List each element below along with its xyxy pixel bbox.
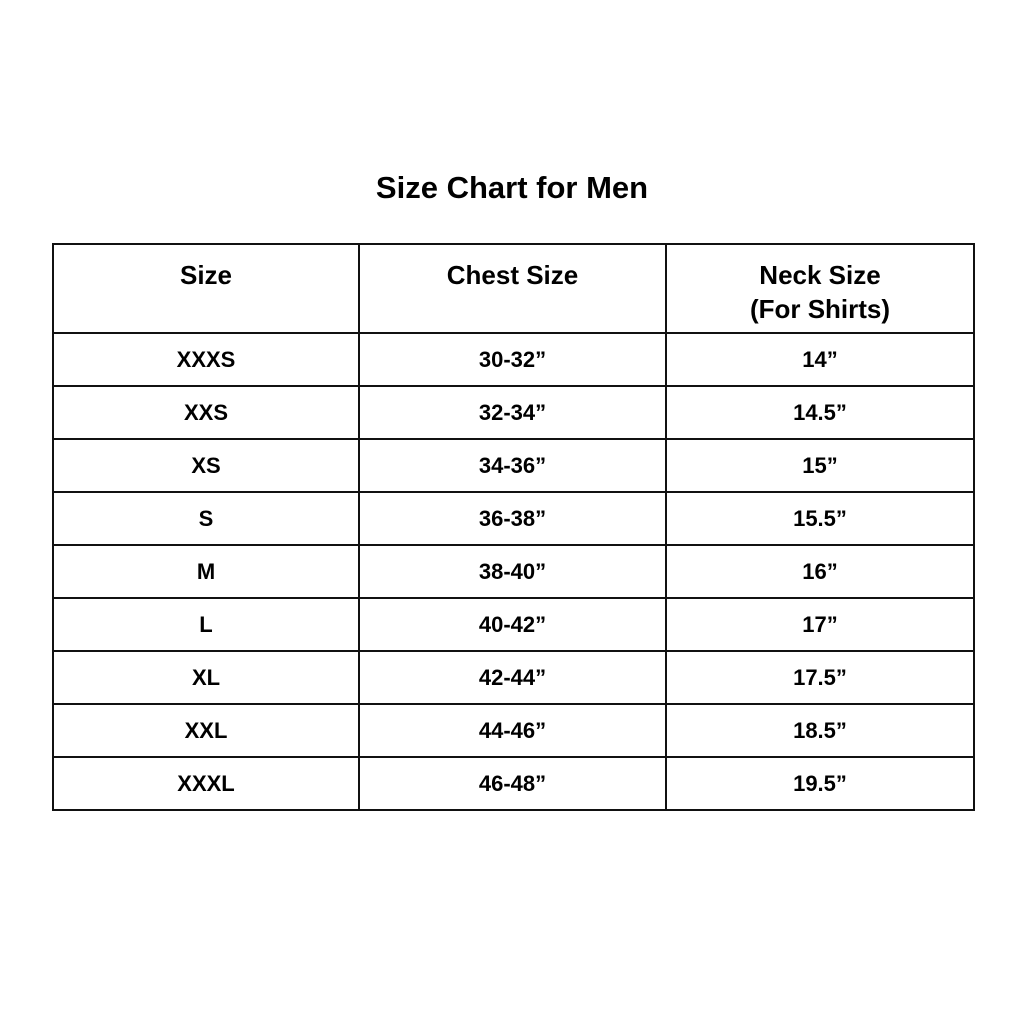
size-cell: S (52, 491, 360, 546)
neck-size-cell: 18.5” (665, 703, 975, 758)
size-chart-table: Size Chest Size Neck Size (For Shirts) X… (52, 243, 975, 811)
chest-size-cell: 38-40” (358, 544, 667, 599)
chest-size-cell: 44-46” (358, 703, 667, 758)
table-row: XS 34-36” 15” (52, 438, 975, 493)
page-title: Size Chart for Men (375, 170, 649, 205)
chest-size-cell: 42-44” (358, 650, 667, 705)
table-row: M 38-40” 16” (52, 544, 975, 599)
chest-size-cell: 34-36” (358, 438, 667, 493)
neck-size-cell: 15” (665, 438, 975, 493)
table-row: XXL 44-46” 18.5” (52, 703, 975, 758)
neck-size-cell: 14.5” (665, 385, 975, 440)
neck-size-cell: 15.5” (665, 491, 975, 546)
neck-size-cell: 17.5” (665, 650, 975, 705)
chest-size-cell: 40-42” (358, 597, 667, 652)
size-cell: M (52, 544, 360, 599)
size-cell: XL (52, 650, 360, 705)
table-row: XL 42-44” 17.5” (52, 650, 975, 705)
table-row: XXXS 30-32” 14” (52, 332, 975, 387)
header-neck-label: Neck Size (759, 260, 881, 290)
table-row: XXXL 46-48” 19.5” (52, 756, 975, 811)
neck-size-cell: 14” (665, 332, 975, 387)
size-cell: L (52, 597, 360, 652)
table-row: L 40-42” 17” (52, 597, 975, 652)
chest-size-cell: 36-38” (358, 491, 667, 546)
header-neck-size: Neck Size (For Shirts) (665, 243, 975, 334)
neck-size-cell: 19.5” (665, 756, 975, 811)
header-neck-sublabel: (For Shirts) (749, 294, 891, 324)
chest-size-cell: 30-32” (358, 332, 667, 387)
size-cell: XXXS (52, 332, 360, 387)
table-row: XXS 32-34” 14.5” (52, 385, 975, 440)
table-row: S 36-38” 15.5” (52, 491, 975, 546)
chest-size-cell: 32-34” (358, 385, 667, 440)
size-cell: XXXL (52, 756, 360, 811)
header-chest-size: Chest Size (358, 243, 667, 334)
chest-size-cell: 46-48” (358, 756, 667, 811)
size-cell: XXL (52, 703, 360, 758)
size-cell: XXS (52, 385, 360, 440)
neck-size-cell: 16” (665, 544, 975, 599)
size-cell: XS (52, 438, 360, 493)
neck-size-cell: 17” (665, 597, 975, 652)
header-size: Size (52, 243, 360, 334)
header-row: Size Chest Size Neck Size (For Shirts) (52, 243, 975, 334)
